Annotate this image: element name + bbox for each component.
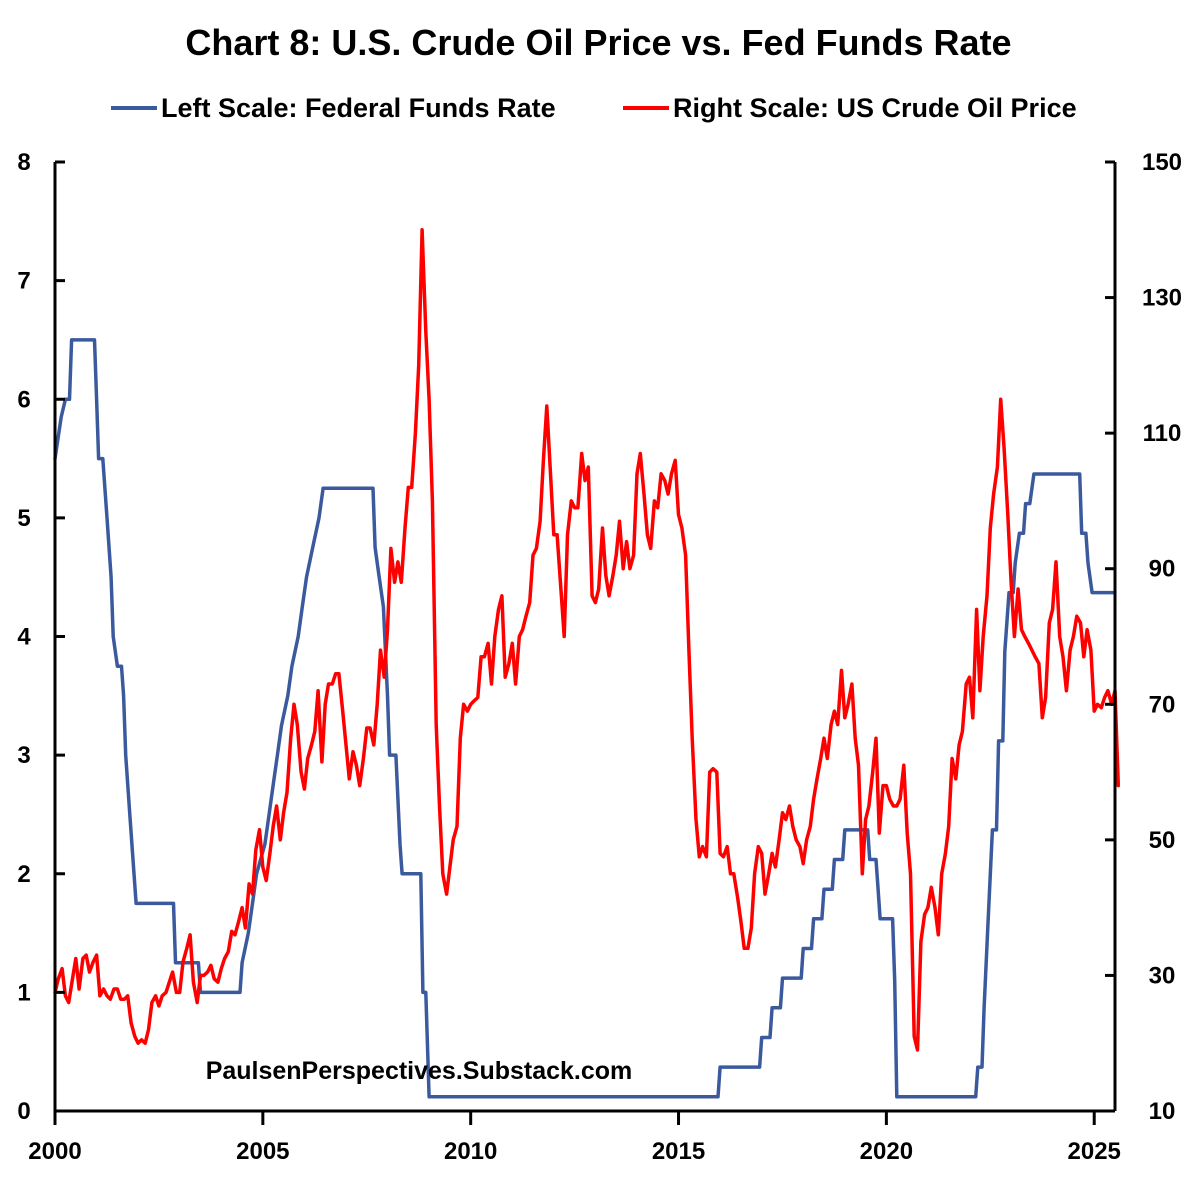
y-right-tick-label: 110: [1143, 420, 1182, 447]
legend: Left Scale: Federal Funds Rate Right Sca…: [0, 88, 1197, 128]
y-left-tick-label: 3: [17, 742, 30, 769]
x-tick-label: 2025: [1068, 1138, 1121, 1165]
y-left-tick-label: 2: [17, 861, 30, 888]
legend-swatch-crude-oil: [623, 106, 669, 110]
y-left-tick-label: 7: [17, 268, 30, 295]
legend-item-crude-oil: Right Scale: US Crude Oil Price: [623, 88, 1077, 128]
x-tick-label: 2010: [444, 1138, 497, 1165]
y-right-tick-label: 10: [1149, 1098, 1176, 1125]
y-left-tick-label: 5: [17, 505, 30, 532]
series-line-crude-oil-price: [53, 228, 1121, 1052]
y-right-tick-label: 90: [1149, 556, 1176, 583]
y-left-tick-label: 0: [17, 1098, 30, 1125]
x-tick-label: 2005: [236, 1138, 289, 1165]
x-tick-label: 2015: [652, 1138, 705, 1165]
x-tick-label: 2000: [28, 1138, 81, 1165]
y-left-tick-label: 1: [17, 979, 30, 1006]
y-right-tick-label: 130: [1142, 285, 1182, 312]
watermark-text: PaulsenPerspectives.Substack.com: [206, 1057, 633, 1085]
y-left-tick-label: 6: [17, 386, 30, 413]
y-right-tick-label: 150: [1142, 149, 1182, 176]
chart-title: Chart 8: U.S. Crude Oil Price vs. Fed Fu…: [185, 22, 1012, 63]
y-left-tick-label: 4: [17, 624, 31, 651]
y-right-tick-label: 70: [1149, 691, 1176, 718]
series-line-fed-funds-rate: [53, 338, 1115, 1099]
legend-swatch-fed-funds: [111, 106, 157, 110]
x-tick-label: 2020: [860, 1138, 913, 1165]
legend-label-crude-oil: Right Scale: US Crude Oil Price: [673, 92, 1077, 123]
legend-item-fed-funds: Left Scale: Federal Funds Rate: [111, 88, 556, 128]
y-left-tick-label: 8: [17, 149, 30, 176]
y-right-tick-label: 50: [1149, 827, 1176, 854]
legend-label-fed-funds: Left Scale: Federal Funds Rate: [161, 92, 556, 123]
y-right-tick-label: 30: [1149, 962, 1176, 989]
